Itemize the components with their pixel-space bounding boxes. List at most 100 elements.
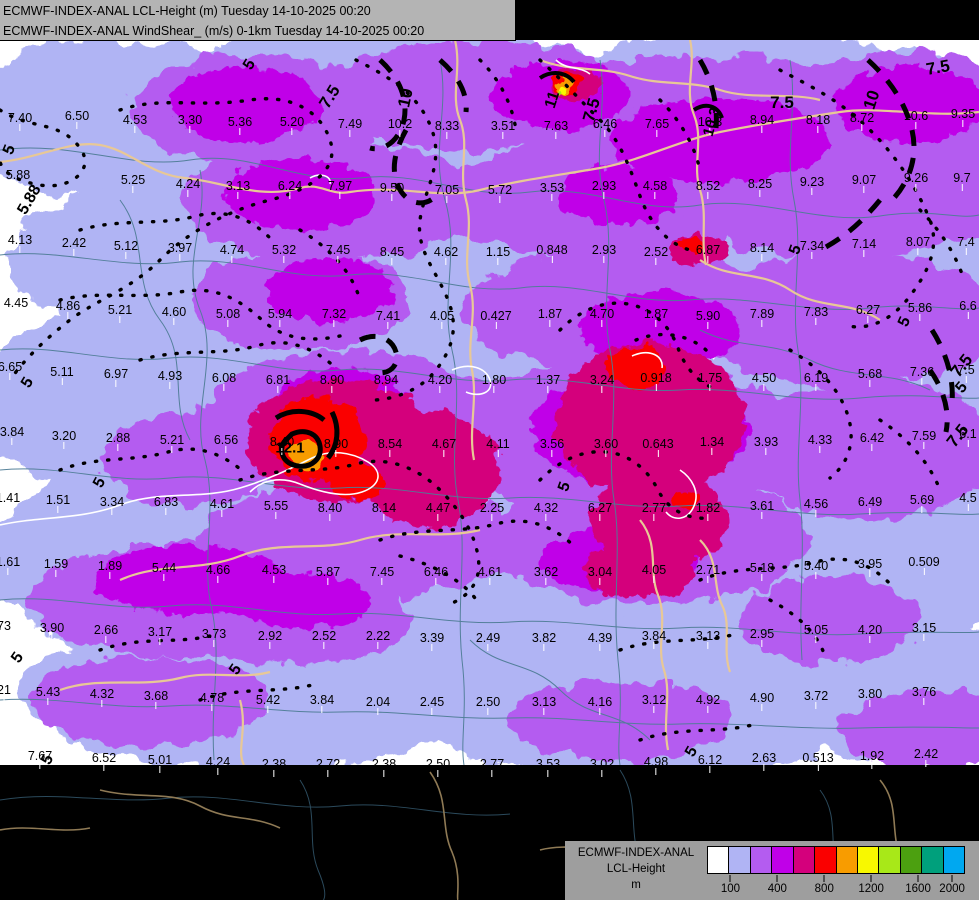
station-value: 2.66 [93, 623, 119, 637]
station-value: 1.75 [697, 371, 723, 385]
colorbar-swatch-11[interactable] [943, 847, 965, 873]
station-value: 3.61 [749, 499, 775, 513]
station-value: 1.51 [45, 493, 71, 507]
station-value: 2.04 [365, 695, 391, 709]
station-value: 6.50 [64, 109, 90, 123]
station-value: 3.56 [539, 437, 565, 451]
station-value: 10.6 [903, 109, 929, 123]
station-value: 5.18 [749, 561, 775, 575]
station-value: 1.92 [859, 749, 885, 763]
colorbar-swatch-6[interactable] [836, 847, 858, 873]
station-value: 3.84 [641, 629, 667, 643]
station-value: 6.52 [91, 751, 117, 765]
title-line-windshear: ECMWF-INDEX-ANAL WindShear_ (m/s) 0-1km … [3, 24, 425, 38]
station-value: 9.7 [953, 171, 971, 185]
colorbar-tick-mark [917, 875, 919, 882]
station-value: 3.97 [167, 241, 193, 255]
station-value: 5.43 [35, 685, 61, 699]
station-value: 7.45 [325, 243, 351, 257]
station-value: 0.643 [642, 437, 674, 451]
contour-label-10: 10 [394, 86, 417, 110]
colorbar-tick-mark [776, 875, 778, 882]
station-value: 4.39 [587, 631, 613, 645]
station-value: 3.84 [309, 693, 335, 707]
station-value: 3.72 [803, 689, 829, 703]
station-value: 3.68 [143, 689, 169, 703]
station-value: 4.20 [427, 373, 453, 387]
station-value: 8.25 [747, 177, 773, 191]
station-value: 2.72 [315, 757, 341, 771]
station-value: 6.56 [213, 433, 239, 447]
station-value: 5.40 [803, 559, 829, 573]
station-value: 7.36 [909, 365, 935, 379]
colorbar-swatch-0[interactable] [708, 847, 730, 873]
station-value: 5.86 [907, 301, 933, 315]
colorbar-swatches[interactable] [707, 846, 965, 874]
colorbar-legend[interactable]: ECMWF-INDEX-ANAL LCL-Height m 100 400 800 1… [565, 841, 979, 900]
colorbar-swatch-8[interactable] [879, 847, 901, 873]
station-value: 3.24 [589, 373, 615, 387]
colorbar-swatch-9[interactable] [900, 847, 923, 873]
station-value: 5.88 [5, 168, 31, 182]
station-value: 7.83 [803, 305, 829, 319]
station-value: 6.12 [697, 753, 723, 767]
station-value: 8.18 [805, 113, 831, 127]
station-value: 2.92 [257, 629, 283, 643]
contour-label-12-1: 12.1 [275, 439, 305, 457]
colorbar-swatch-4[interactable] [793, 847, 816, 873]
station-value: 5.32 [271, 243, 297, 257]
station-value: 5.55 [263, 499, 289, 513]
station-value: 3.80 [857, 687, 883, 701]
station-value: 4.67 [431, 437, 457, 451]
country-borders [0, 40, 979, 765]
station-value: 4.66 [205, 563, 231, 577]
station-value: 4.50 [751, 371, 777, 385]
station-value: 8.90 [323, 437, 349, 451]
station-value: 2.50 [475, 695, 501, 709]
colorbar-tick-label: 100 [720, 883, 741, 895]
contour-label-7-5: 7.5 [924, 56, 952, 79]
station-value: 10.2 [387, 117, 413, 131]
colorbar-swatch-3[interactable] [772, 847, 794, 873]
station-value: 4.32 [89, 687, 115, 701]
station-value: 9.26 [903, 171, 929, 185]
station-value: 1.34 [699, 435, 725, 449]
station-value: 5.11 [50, 365, 74, 379]
station-value: 0.427 [480, 309, 512, 323]
station-value: 2.38 [371, 757, 397, 771]
station-value: 8.94 [373, 373, 399, 387]
colorbar-tick-label: 1200 [858, 883, 884, 895]
colorbar-swatch-2[interactable] [750, 847, 773, 873]
station-value: 7.63 [543, 119, 569, 133]
station-value: 4.56 [803, 497, 829, 511]
station-value: 8.14 [749, 241, 775, 255]
station-value: 7.14 [851, 237, 877, 251]
colorbar-tick-label: 400 [767, 883, 787, 895]
station-value: 1.80 [481, 373, 507, 387]
station-value: 4.93 [157, 369, 183, 383]
station-value: 3.53 [535, 757, 561, 771]
station-value: 1.61 [0, 556, 20, 569]
colorbar-swatch-7[interactable] [857, 847, 880, 873]
station-value: 5.36 [227, 115, 253, 129]
station-value: 9.35 [950, 107, 976, 121]
station-value: 6.65 [0, 361, 22, 374]
colorbar-swatch-5[interactable] [815, 847, 837, 873]
station-value: 8.94 [749, 113, 775, 127]
legend-field: LCL-Height [606, 863, 666, 875]
colorbar-swatch-1[interactable] [729, 847, 751, 873]
station-value: 3.15 [911, 621, 937, 635]
station-value: 4.24 [205, 755, 231, 769]
station-value: 5.01 [147, 753, 173, 767]
station-value: 3.13 [531, 695, 557, 709]
station-value: 7.97 [327, 179, 353, 193]
station-value: 0.918 [640, 371, 672, 385]
station-value: 8.40 [269, 435, 295, 449]
station-value: 6.27 [855, 303, 881, 317]
station-value: 5.94 [267, 307, 293, 321]
station-value: 5.68 [857, 367, 883, 381]
colorbar-swatch-10[interactable] [922, 847, 944, 873]
station-value: 7.45 [369, 565, 395, 579]
station-value: 5.21 [107, 303, 133, 317]
station-value: 6.08 [211, 371, 237, 385]
